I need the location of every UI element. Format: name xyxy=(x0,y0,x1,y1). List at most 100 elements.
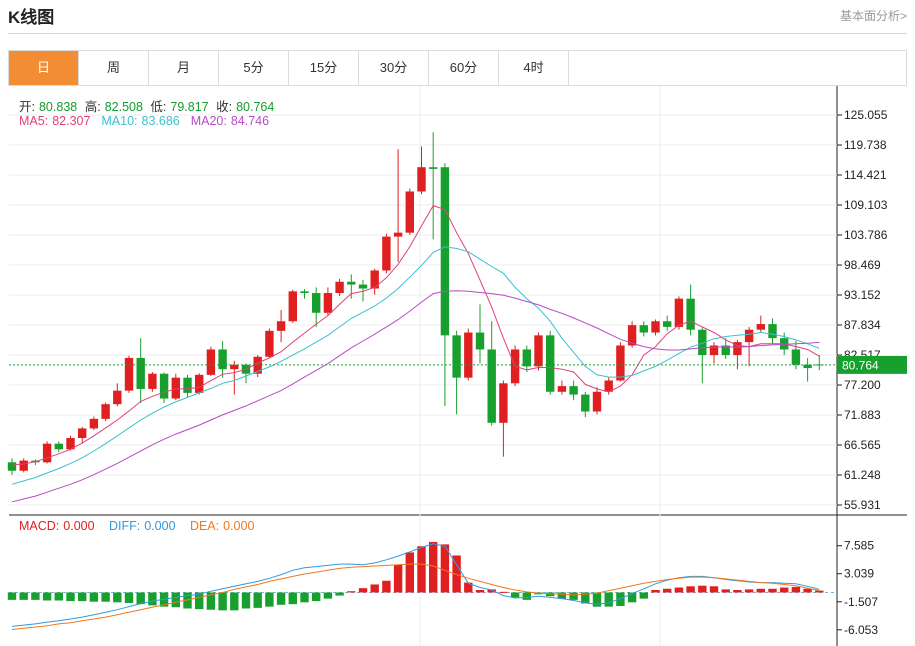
candle-body xyxy=(159,373,169,399)
ma5-label: MA5: xyxy=(19,114,49,128)
candle xyxy=(768,318,777,344)
macd-bar xyxy=(744,589,754,593)
candle-body xyxy=(698,329,707,356)
candle-body xyxy=(124,357,134,391)
candle xyxy=(440,163,450,406)
candle xyxy=(756,315,765,333)
candlestick-series xyxy=(7,132,824,475)
macd-bar xyxy=(276,592,286,605)
macd-bar xyxy=(358,588,368,593)
macd-bar xyxy=(756,588,765,593)
ma5-value: 82.307 xyxy=(52,114,91,128)
candle-body xyxy=(42,443,52,463)
candle-body xyxy=(557,386,567,392)
price-tick-label: 55.931 xyxy=(844,498,881,512)
header-divider xyxy=(8,33,907,34)
ma5-line xyxy=(11,204,820,466)
macd-bar xyxy=(440,544,450,593)
tab-15min[interactable]: 15分 xyxy=(289,51,359,85)
candle xyxy=(663,315,672,331)
candle xyxy=(405,188,414,235)
macd-bar xyxy=(78,592,87,602)
macd-bar xyxy=(557,592,567,599)
macd-bar xyxy=(663,588,672,593)
macd-bar xyxy=(417,546,426,593)
price-tick-label: 87.834 xyxy=(844,318,881,332)
candle-body xyxy=(581,394,590,412)
kline-chart[interactable]: 125.055 119.738 114.421 109.103 103.786 98.46… xyxy=(0,86,915,646)
macd-bar xyxy=(300,592,309,603)
candle-body xyxy=(78,428,87,439)
candle-body xyxy=(639,325,648,333)
tab-day[interactable]: 日 xyxy=(9,51,79,85)
macd-bar xyxy=(639,592,648,599)
macd-bar xyxy=(709,586,719,593)
tab-4hour[interactable]: 4时 xyxy=(499,51,569,85)
tab-30min[interactable]: 30分 xyxy=(359,51,429,85)
current-price-label: 80.764 xyxy=(842,358,879,372)
candle-body xyxy=(592,391,602,412)
macd-tick-label: -6.053 xyxy=(844,623,878,637)
candle xyxy=(382,233,391,274)
candle-body xyxy=(405,191,414,233)
candle xyxy=(429,132,438,240)
tab-month[interactable]: 月 xyxy=(149,51,219,85)
candle-body xyxy=(674,298,684,327)
candle xyxy=(721,338,730,360)
candle-body xyxy=(300,291,309,294)
macd-tick-label: 7.585 xyxy=(844,539,874,553)
candle xyxy=(300,289,309,299)
macd-bar xyxy=(206,592,216,610)
macd-label: MACD: xyxy=(19,519,60,533)
candle-body xyxy=(791,349,801,365)
candle xyxy=(803,357,812,382)
tab-5min[interactable]: 5分 xyxy=(219,51,289,85)
candle xyxy=(66,435,75,451)
candle xyxy=(171,373,180,401)
candle-body xyxy=(218,349,227,370)
diff-line xyxy=(11,543,820,627)
price-tick-label: 114.421 xyxy=(844,168,887,182)
ma-readout: MA5: 82.307 MA10: 83.686 MA20: 84.746 xyxy=(19,114,273,128)
price-tick-label: 125.055 xyxy=(844,108,888,122)
ma10-value: 83.686 xyxy=(141,114,180,128)
macd-bar xyxy=(581,592,590,604)
candle xyxy=(686,284,695,336)
macd-bar xyxy=(405,552,414,593)
macd-bar xyxy=(546,592,555,597)
candle xyxy=(136,338,145,404)
candle-body xyxy=(616,345,625,381)
macd-bar xyxy=(429,541,438,593)
candle-body xyxy=(464,332,473,378)
candle-body xyxy=(358,284,368,289)
candle xyxy=(709,342,719,364)
macd-bar xyxy=(499,591,508,593)
candle xyxy=(7,458,17,475)
tab-week[interactable]: 周 xyxy=(79,51,149,85)
macd-bar xyxy=(733,590,742,593)
candle-body xyxy=(54,443,63,450)
candle-body xyxy=(604,380,613,392)
price-tick-label: 61.248 xyxy=(844,468,881,482)
candle-body xyxy=(66,438,75,450)
candle xyxy=(569,380,578,401)
low-label: 低: xyxy=(150,100,167,114)
macd-bar xyxy=(335,592,344,596)
candle-body xyxy=(534,335,543,367)
macd-bar xyxy=(230,592,239,611)
macd-bar xyxy=(42,592,52,601)
candle xyxy=(195,373,204,395)
macd-bar xyxy=(195,592,204,610)
candle xyxy=(124,355,134,393)
macd-bar xyxy=(136,592,145,605)
macd-bar xyxy=(31,592,40,600)
macd-bar xyxy=(113,592,122,603)
candle xyxy=(78,426,87,443)
candle xyxy=(639,321,648,337)
macd-readout: MACD: 0.000 DIFF: 0.000 DEA: 0.000 xyxy=(19,519,258,533)
tab-60min[interactable]: 60分 xyxy=(429,51,499,85)
close-value: 80.764 xyxy=(236,100,275,114)
macd-bar xyxy=(815,590,824,593)
macd-bar xyxy=(686,586,695,593)
fundamentals-link[interactable]: 基本面分析> xyxy=(839,9,907,23)
